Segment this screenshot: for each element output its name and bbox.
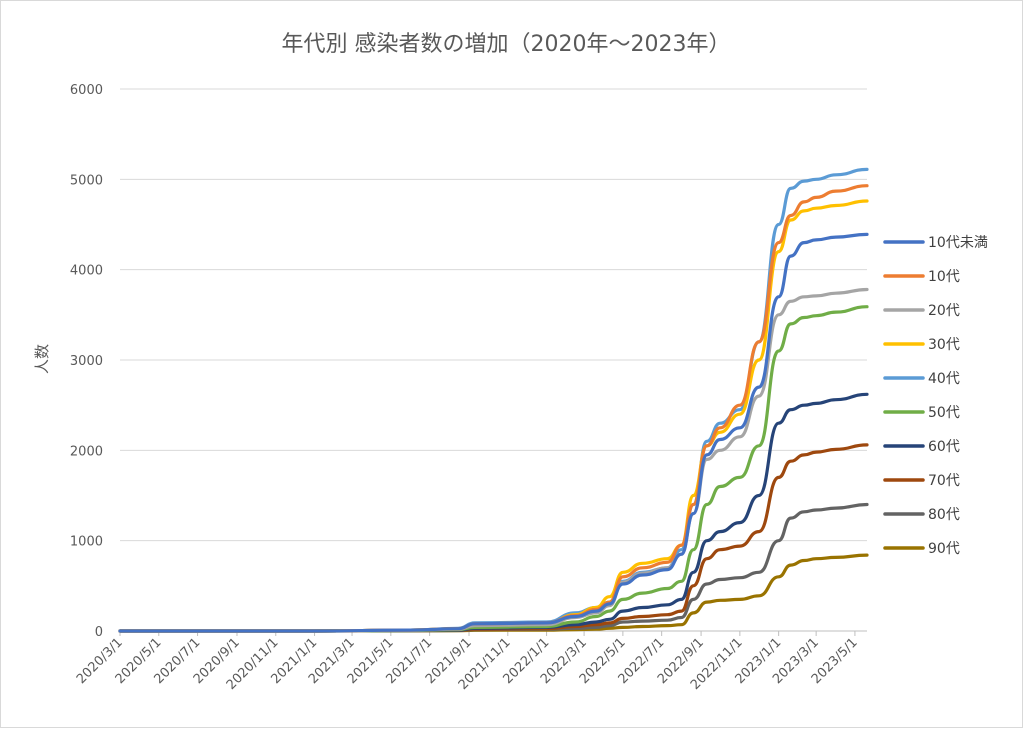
y-tick-label: 5000 — [70, 173, 103, 188]
y-tick-label: 4000 — [70, 264, 103, 279]
legend-label-7: 70代 — [928, 473, 960, 489]
legend-label-3: 30代 — [928, 337, 960, 353]
legend-label-1: 10代 — [928, 269, 960, 285]
y-tick-labels: 0 1000 2000 3000 4000 5000 6000 — [70, 83, 103, 640]
x-tick-labels: 2020/3/12020/5/12020/7/12020/9/12020/11/… — [74, 631, 861, 693]
y-tick-label: 3000 — [70, 354, 103, 369]
legend-label-0: 10代未満 — [928, 235, 988, 251]
series-line-8 — [118, 502, 869, 633]
legend-label-6: 60代 — [928, 439, 960, 455]
series-line-7 — [118, 443, 869, 633]
y-axis-label: 人数 — [33, 344, 51, 374]
y-tick-label: 2000 — [70, 444, 103, 459]
chart-title: 年代別 感染者数の増加（2020年〜2023年） — [282, 32, 731, 57]
series-line-3 — [118, 199, 869, 633]
legend-label-4: 40代 — [928, 371, 960, 387]
y-tick-label: 6000 — [70, 83, 103, 98]
legend-label-2: 20代 — [928, 303, 960, 319]
series-line-9 — [118, 553, 869, 633]
y-tick-label: 1000 — [70, 535, 103, 550]
legend-label-5: 50代 — [928, 405, 960, 421]
legend: 10代未満 10代 20代 30代 40代 50代 60代 70代 80代 90代 — [883, 235, 988, 557]
series-line-2 — [118, 287, 869, 633]
series-line-0 — [118, 232, 869, 633]
legend-label-9: 90代 — [928, 541, 960, 557]
series-line-1 — [118, 184, 869, 633]
series-lines — [118, 167, 869, 633]
series-line-5 — [118, 305, 869, 633]
gridlines — [120, 88, 867, 632]
legend-label-8: 80代 — [928, 507, 960, 523]
y-tick-label: 0 — [95, 625, 103, 640]
